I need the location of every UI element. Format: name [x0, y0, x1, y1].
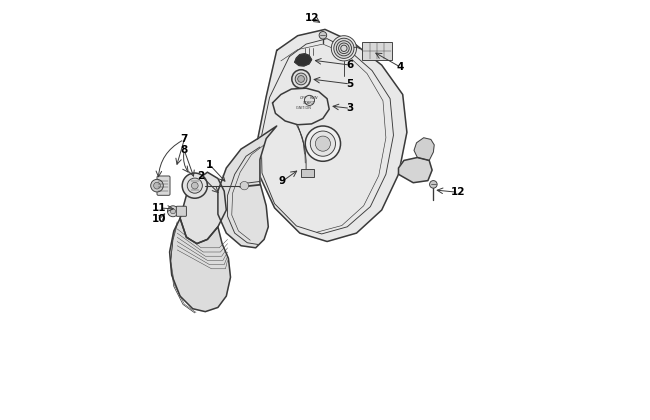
Circle shape — [170, 209, 176, 214]
Text: 5: 5 — [346, 79, 354, 89]
Circle shape — [310, 131, 335, 156]
Circle shape — [332, 36, 356, 61]
Text: 8: 8 — [181, 145, 188, 155]
Circle shape — [187, 178, 202, 193]
Text: RUN: RUN — [309, 96, 318, 100]
Polygon shape — [170, 218, 231, 312]
Polygon shape — [272, 88, 329, 125]
Circle shape — [336, 41, 352, 56]
Text: 9: 9 — [279, 176, 286, 186]
Circle shape — [319, 32, 327, 39]
Circle shape — [182, 173, 207, 198]
Polygon shape — [218, 126, 277, 248]
Text: 4: 4 — [397, 62, 404, 72]
Circle shape — [240, 181, 248, 190]
Text: 1: 1 — [206, 160, 213, 170]
Circle shape — [192, 182, 198, 189]
Text: IGNITION: IGNITION — [296, 106, 312, 110]
Circle shape — [151, 179, 163, 192]
Circle shape — [304, 95, 315, 105]
Circle shape — [334, 38, 354, 58]
Circle shape — [315, 136, 330, 151]
Polygon shape — [180, 172, 226, 244]
Text: 7: 7 — [181, 134, 188, 144]
Circle shape — [339, 43, 349, 54]
Text: 12: 12 — [451, 187, 466, 197]
Circle shape — [341, 45, 347, 51]
Text: 11: 11 — [152, 203, 166, 213]
FancyBboxPatch shape — [157, 176, 170, 195]
Text: START: START — [304, 101, 316, 105]
Circle shape — [430, 181, 437, 188]
Polygon shape — [258, 29, 407, 241]
Polygon shape — [398, 158, 432, 183]
Circle shape — [292, 70, 310, 88]
Circle shape — [306, 126, 341, 161]
Text: 10: 10 — [152, 214, 166, 224]
Circle shape — [168, 206, 178, 217]
Text: 3: 3 — [346, 103, 354, 113]
FancyBboxPatch shape — [176, 206, 187, 216]
Text: OFF: OFF — [300, 96, 307, 100]
Circle shape — [153, 182, 161, 189]
FancyBboxPatch shape — [301, 169, 314, 177]
Polygon shape — [414, 138, 434, 160]
FancyBboxPatch shape — [362, 42, 392, 60]
Text: 12: 12 — [305, 13, 320, 23]
Polygon shape — [294, 54, 311, 66]
Text: 2: 2 — [198, 171, 205, 181]
Text: 6: 6 — [346, 60, 354, 70]
Circle shape — [298, 76, 304, 82]
Circle shape — [295, 73, 307, 85]
